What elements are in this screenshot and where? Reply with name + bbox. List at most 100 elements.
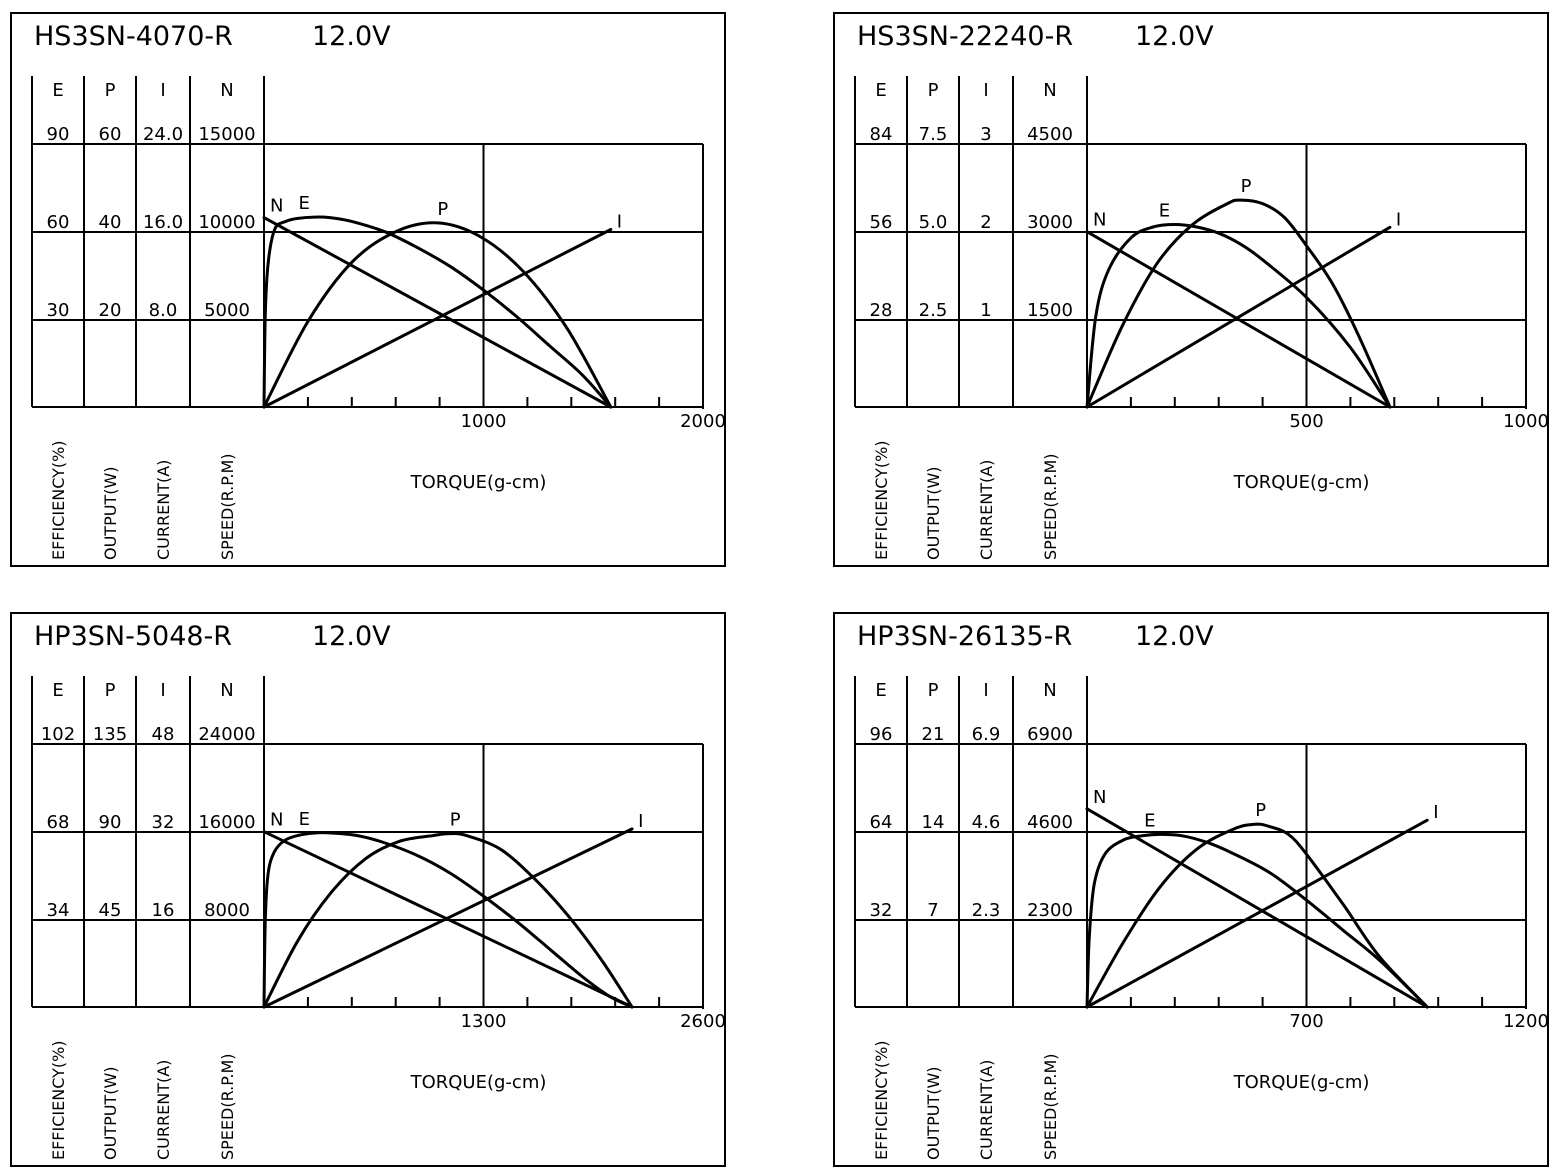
y-tick-label: 56: [870, 212, 893, 233]
y-tick-label: 60: [99, 124, 122, 145]
axis-symbol-i: I: [983, 80, 988, 101]
y-tick-label: 2.5: [919, 300, 948, 321]
curve-label-p: P: [450, 810, 461, 831]
x-tick-label: 500: [1289, 411, 1323, 432]
y-tick-label: 84: [870, 124, 893, 145]
series-line-p: [262, 832, 634, 1009]
curve-label-n: N: [270, 196, 283, 217]
x-tick-label: 2000: [680, 411, 726, 432]
x-tick-label: 1000: [1503, 411, 1549, 432]
curve-label-n: N: [1093, 210, 1106, 231]
y-tick-label: 8.0: [149, 300, 178, 321]
panel-frame: [833, 612, 1549, 1167]
y-tick-label: 48: [152, 724, 175, 745]
y-tick-label: 5.0: [919, 212, 948, 233]
axis-symbol-i: I: [160, 680, 165, 701]
curve-label-e: E: [1144, 810, 1155, 831]
y-tick-label: 3: [980, 124, 991, 145]
axis-symbol-e: E: [52, 80, 63, 101]
y-tick-label: 10000: [198, 212, 255, 233]
y-tick-label: 20: [99, 300, 122, 321]
chart-panel-3: HP3SN-5048-R 12.0V 1300 2600 TORQUE(g-cm) E 10…: [10, 612, 726, 1167]
y-tick-label: 6.9: [972, 724, 1001, 745]
y-tick-label: 30: [47, 300, 70, 321]
y-tick-label: 6900: [1027, 724, 1073, 745]
y-tick-label: 2.3: [972, 900, 1001, 921]
panel-frame: [10, 12, 726, 567]
axis-symbol-e: E: [875, 680, 886, 701]
axis-title-i: CURRENT(A): [154, 460, 173, 560]
axis-title-e: EFFICIENCY(%): [872, 1040, 891, 1160]
chart-voltage: 12.0V: [312, 21, 391, 52]
axis-symbol-p: P: [928, 680, 939, 701]
series-line-p: [1085, 822, 1429, 1009]
curve-label-e: E: [298, 193, 309, 214]
curve-label-n: N: [1093, 787, 1106, 808]
axis-title-i: CURRENT(A): [977, 1060, 996, 1160]
chart-voltage: 12.0V: [1135, 621, 1214, 652]
y-tick-label: 24000: [198, 724, 255, 745]
axis-title-e: EFFICIENCY(%): [49, 1040, 68, 1160]
y-tick-label: 4600: [1027, 812, 1073, 833]
axis-title-p: OUTPUT(W): [101, 1066, 120, 1160]
y-tick-label: 135: [93, 724, 127, 745]
series-line-p: [262, 221, 613, 409]
series-line-e: [1085, 832, 1429, 1009]
curve-label-p: P: [437, 199, 448, 220]
series-line-n: [262, 216, 613, 409]
curve-label-i: I: [1396, 209, 1401, 230]
y-tick-label: 60: [47, 212, 70, 233]
curve-label-e: E: [299, 809, 310, 830]
series-line-e: [262, 831, 634, 1009]
chart-title: HS3SN-22240-R: [857, 21, 1073, 52]
axis-symbol-e: E: [875, 80, 886, 101]
x-tick-label: 2600: [680, 1011, 726, 1032]
chart-panel-1: HS3SN-4070-R 12.0V 1000 2000 TORQUE(g-cm) E 90…: [10, 12, 726, 567]
y-tick-label: 64: [870, 812, 893, 833]
axis-title-p: OUTPUT(W): [924, 466, 943, 560]
chart-title: HS3SN-4070-R: [34, 21, 233, 52]
axis-symbol-e: E: [52, 680, 63, 701]
y-tick-label: 34: [47, 900, 70, 921]
axis-symbol-i: I: [160, 80, 165, 101]
axis-symbol-p: P: [105, 680, 116, 701]
y-tick-label: 16000: [198, 812, 255, 833]
y-tick-label: 15000: [198, 124, 255, 145]
y-tick-label: 4.6: [972, 812, 1001, 833]
y-tick-label: 21: [922, 724, 945, 745]
series-line-e: [262, 215, 613, 409]
series-line-i: [1085, 225, 1392, 409]
x-tick-label: 1000: [461, 411, 507, 432]
y-tick-label: 7: [927, 900, 938, 921]
axis-title-e: EFFICIENCY(%): [49, 440, 68, 560]
x-axis-label: TORQUE(g-cm): [410, 472, 547, 493]
x-axis-label: TORQUE(g-cm): [1233, 472, 1370, 493]
axis-title-n: SPEED(R.P.M): [1041, 1053, 1060, 1160]
series-line-i: [262, 228, 613, 409]
y-tick-label: 24.0: [143, 124, 183, 145]
y-tick-label: 90: [99, 812, 122, 833]
y-tick-label: 5000: [204, 300, 250, 321]
y-tick-label: 96: [870, 724, 893, 745]
x-axis-label: TORQUE(g-cm): [1233, 1072, 1370, 1093]
x-axis-label: TORQUE(g-cm): [410, 1072, 547, 1093]
y-tick-label: 7.5: [919, 124, 948, 145]
chart-title: HP3SN-26135-R: [857, 621, 1072, 652]
y-tick-label: 16: [152, 900, 175, 921]
axis-symbol-n: N: [220, 80, 233, 101]
x-tick-label: 1200: [1503, 1011, 1549, 1032]
x-tick-label: 1300: [461, 1011, 507, 1032]
y-tick-label: 4500: [1027, 124, 1073, 145]
chart-voltage: 12.0V: [312, 621, 391, 652]
axis-symbol-n: N: [1043, 80, 1056, 101]
panel-frame: [10, 612, 726, 1167]
y-tick-label: 102: [41, 724, 75, 745]
y-tick-label: 14: [922, 812, 945, 833]
curve-label-p: P: [1241, 176, 1252, 197]
axis-symbol-n: N: [220, 680, 233, 701]
axis-title-n: SPEED(R.P.M): [218, 1053, 237, 1160]
axis-symbol-p: P: [105, 80, 116, 101]
curve-label-i: I: [1433, 802, 1438, 823]
y-tick-label: 68: [47, 812, 70, 833]
